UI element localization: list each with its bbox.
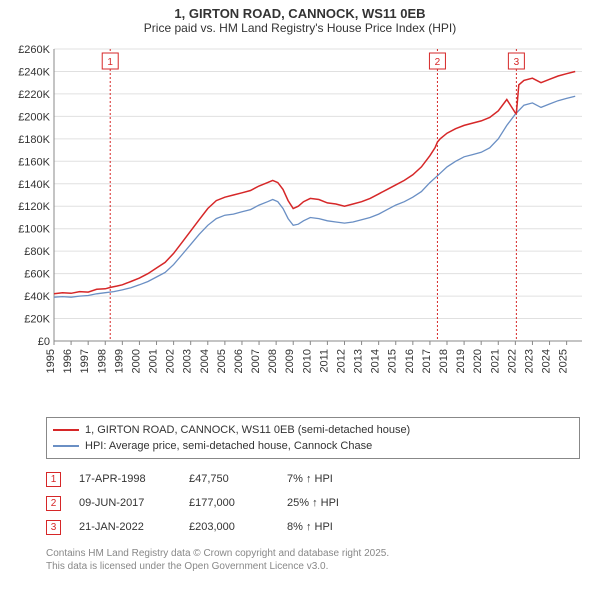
svg-text:2004: 2004 xyxy=(199,349,211,373)
svg-text:2015: 2015 xyxy=(387,349,399,373)
svg-text:2024: 2024 xyxy=(541,349,553,373)
svg-text:£100K: £100K xyxy=(18,224,50,236)
svg-text:2010: 2010 xyxy=(301,349,313,373)
svg-text:1996: 1996 xyxy=(62,349,74,373)
svg-text:3: 3 xyxy=(514,57,520,68)
transaction-price: £203,000 xyxy=(189,521,269,533)
svg-text:2: 2 xyxy=(435,57,441,68)
svg-text:2017: 2017 xyxy=(421,349,433,373)
legend: 1, GIRTON ROAD, CANNOCK, WS11 0EB (semi-… xyxy=(46,417,580,459)
transaction-marker: 3 xyxy=(46,520,61,535)
svg-text:1998: 1998 xyxy=(96,349,108,373)
svg-text:£80K: £80K xyxy=(24,246,50,258)
svg-text:£40K: £40K xyxy=(24,291,50,303)
line-chart: £0 £20K £40K £60K £80K £100K £120K £140K £160K £1… xyxy=(10,41,590,411)
svg-text:£240K: £240K xyxy=(18,66,50,78)
legend-swatch xyxy=(53,429,79,431)
transaction-row: 2 09-JUN-2017 £177,000 25% ↑ HPI xyxy=(46,491,580,515)
transaction-pct: 25% ↑ HPI xyxy=(287,497,387,509)
svg-text:£20K: £20K xyxy=(24,314,50,326)
svg-text:2018: 2018 xyxy=(438,349,450,373)
svg-text:2021: 2021 xyxy=(489,349,501,373)
transactions-table: 1 17-APR-1998 £47,750 7% ↑ HPI 2 09-JUN-… xyxy=(46,467,580,539)
svg-text:£0: £0 xyxy=(38,336,50,348)
chart-area: £0 £20K £40K £60K £80K £100K £120K £140K £160K £1… xyxy=(10,41,590,411)
svg-text:£220K: £220K xyxy=(18,89,50,101)
svg-text:2007: 2007 xyxy=(250,349,262,373)
title-line1: 1, GIRTON ROAD, CANNOCK, WS11 0EB xyxy=(0,6,600,21)
legend-swatch xyxy=(53,445,79,447)
transaction-price: £177,000 xyxy=(189,497,269,509)
svg-text:£260K: £260K xyxy=(18,44,50,56)
svg-text:2011: 2011 xyxy=(318,349,330,373)
svg-text:2019: 2019 xyxy=(455,349,467,373)
svg-text:1: 1 xyxy=(107,57,113,68)
svg-text:£60K: £60K xyxy=(24,269,50,281)
svg-text:2013: 2013 xyxy=(353,349,365,373)
attribution-footer: Contains HM Land Registry data © Crown c… xyxy=(46,547,580,573)
svg-text:2012: 2012 xyxy=(335,349,347,373)
svg-text:2014: 2014 xyxy=(370,349,382,373)
footer-line1: Contains HM Land Registry data © Crown c… xyxy=(46,547,580,560)
svg-text:2002: 2002 xyxy=(165,349,177,373)
transaction-date: 21-JAN-2022 xyxy=(79,521,171,533)
title-line2: Price paid vs. HM Land Registry's House … xyxy=(0,21,600,35)
transaction-row: 1 17-APR-1998 £47,750 7% ↑ HPI xyxy=(46,467,580,491)
svg-text:2016: 2016 xyxy=(404,349,416,373)
svg-text:£120K: £120K xyxy=(18,201,50,213)
transaction-row: 3 21-JAN-2022 £203,000 8% ↑ HPI xyxy=(46,515,580,539)
svg-text:2005: 2005 xyxy=(216,349,228,373)
svg-text:£200K: £200K xyxy=(18,111,50,123)
legend-item: 1, GIRTON ROAD, CANNOCK, WS11 0EB (semi-… xyxy=(53,422,573,438)
svg-text:2001: 2001 xyxy=(148,349,160,373)
svg-text:£140K: £140K xyxy=(18,179,50,191)
legend-label: HPI: Average price, semi-detached house,… xyxy=(85,440,372,452)
svg-text:2020: 2020 xyxy=(472,349,484,373)
transaction-date: 09-JUN-2017 xyxy=(79,497,171,509)
footer-line2: This data is licensed under the Open Gov… xyxy=(46,560,580,573)
legend-item: HPI: Average price, semi-detached house,… xyxy=(53,438,573,454)
svg-text:£160K: £160K xyxy=(18,156,50,168)
svg-text:2023: 2023 xyxy=(523,349,535,373)
svg-text:£180K: £180K xyxy=(18,134,50,146)
transaction-marker: 2 xyxy=(46,496,61,511)
svg-text:2003: 2003 xyxy=(182,349,194,373)
transaction-price: £47,750 xyxy=(189,473,269,485)
chart-title: 1, GIRTON ROAD, CANNOCK, WS11 0EB Price … xyxy=(0,0,600,37)
svg-text:1995: 1995 xyxy=(45,349,57,373)
svg-text:2025: 2025 xyxy=(558,349,570,373)
transaction-marker: 1 xyxy=(46,472,61,487)
transaction-pct: 7% ↑ HPI xyxy=(287,473,387,485)
transaction-date: 17-APR-1998 xyxy=(79,473,171,485)
svg-text:1997: 1997 xyxy=(79,349,91,373)
svg-text:2008: 2008 xyxy=(267,349,279,373)
svg-text:2006: 2006 xyxy=(233,349,245,373)
legend-label: 1, GIRTON ROAD, CANNOCK, WS11 0EB (semi-… xyxy=(85,424,410,436)
svg-text:2009: 2009 xyxy=(284,349,296,373)
svg-text:2022: 2022 xyxy=(506,349,518,373)
transaction-pct: 8% ↑ HPI xyxy=(287,521,387,533)
svg-text:1999: 1999 xyxy=(113,349,125,373)
svg-text:2000: 2000 xyxy=(130,349,142,373)
